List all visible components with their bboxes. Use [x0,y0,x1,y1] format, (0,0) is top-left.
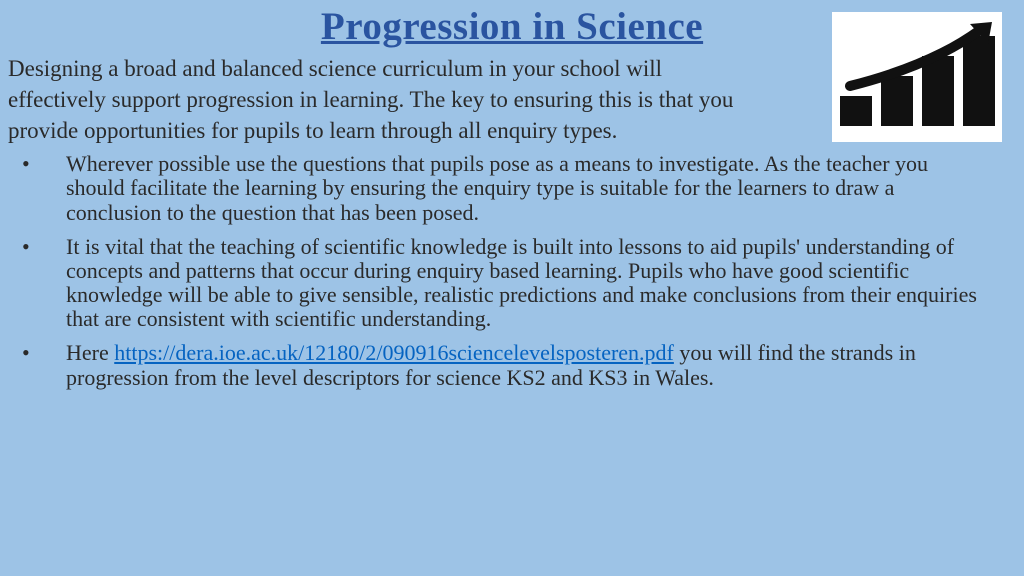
bullet-list: Wherever possible use the questions that… [0,146,1024,390]
bullet-prefix: Here [66,340,114,365]
bullet-item: It is vital that the teaching of scienti… [60,235,984,332]
upward-arrow-icon [842,18,997,93]
progression-chart-icon [832,12,1002,142]
bar-1 [840,96,872,126]
bullet-item: Here https://dera.ioe.ac.uk/12180/2/0909… [60,341,984,389]
reference-link[interactable]: https://dera.ioe.ac.uk/12180/2/090916sci… [114,340,674,365]
intro-paragraph: Designing a broad and balanced science c… [0,49,780,146]
bullet-item: Wherever possible use the questions that… [60,152,984,225]
